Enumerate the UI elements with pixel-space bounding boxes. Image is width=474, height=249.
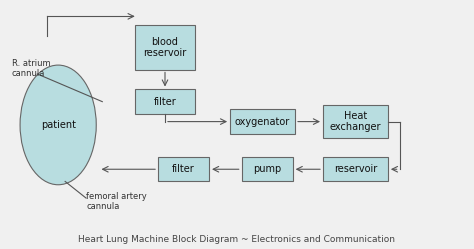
FancyBboxPatch shape bbox=[230, 109, 295, 134]
FancyBboxPatch shape bbox=[323, 105, 388, 138]
Text: pump: pump bbox=[253, 164, 281, 174]
Text: oxygenator: oxygenator bbox=[235, 117, 290, 126]
Text: Heat
exchanger: Heat exchanger bbox=[330, 111, 381, 132]
FancyBboxPatch shape bbox=[242, 157, 293, 182]
Text: reservoir: reservoir bbox=[334, 164, 377, 174]
Text: R. atrium
cannula: R. atrium cannula bbox=[12, 59, 50, 78]
Text: patient: patient bbox=[41, 120, 76, 130]
FancyBboxPatch shape bbox=[135, 25, 195, 69]
Text: filter: filter bbox=[172, 164, 195, 174]
Ellipse shape bbox=[20, 65, 96, 185]
Text: filter: filter bbox=[154, 97, 176, 107]
Text: blood
reservoir: blood reservoir bbox=[143, 37, 187, 58]
Text: Heart Lung Machine Block Diagram ~ Electronics and Communication: Heart Lung Machine Block Diagram ~ Elect… bbox=[79, 235, 395, 244]
FancyBboxPatch shape bbox=[158, 157, 209, 182]
FancyBboxPatch shape bbox=[135, 89, 195, 114]
Text: femoral artery
cannula: femoral artery cannula bbox=[86, 192, 147, 211]
FancyBboxPatch shape bbox=[323, 157, 388, 182]
